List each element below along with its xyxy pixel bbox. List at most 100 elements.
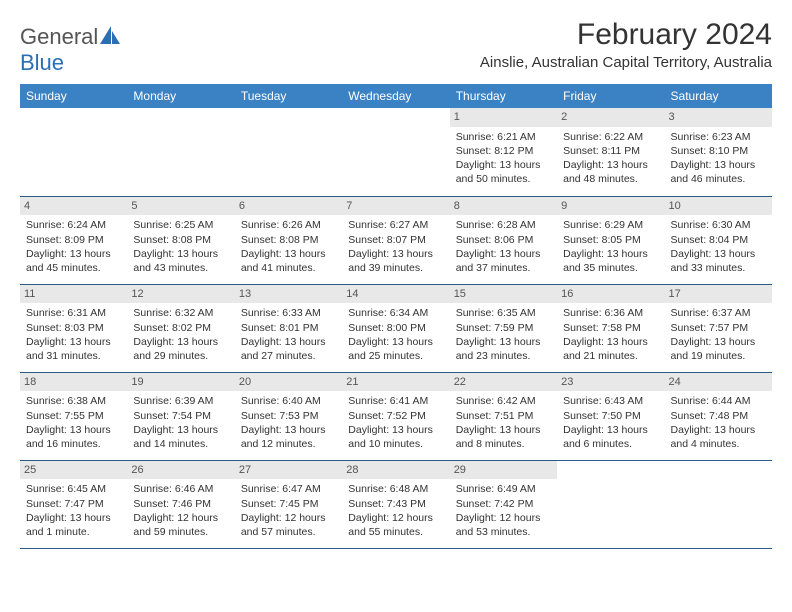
sunset-line: Sunset: 7:52 PM bbox=[348, 409, 443, 423]
calendar-row: 4Sunrise: 6:24 AMSunset: 8:09 PMDaylight… bbox=[20, 196, 772, 284]
calendar-cell: 23Sunrise: 6:43 AMSunset: 7:50 PMDayligh… bbox=[557, 372, 664, 460]
day-number: 4 bbox=[20, 197, 127, 216]
sunset-line: Sunset: 8:05 PM bbox=[563, 233, 658, 247]
day-number: 3 bbox=[665, 108, 772, 127]
sunset-line: Sunset: 7:42 PM bbox=[456, 497, 551, 511]
day-number: 2 bbox=[557, 108, 664, 127]
calendar-cell: 1Sunrise: 6:21 AMSunset: 8:12 PMDaylight… bbox=[450, 108, 557, 196]
calendar-cell: 15Sunrise: 6:35 AMSunset: 7:59 PMDayligh… bbox=[450, 284, 557, 372]
sunset-line: Sunset: 8:03 PM bbox=[26, 321, 121, 335]
day-number: 18 bbox=[20, 373, 127, 392]
calendar-cell bbox=[235, 108, 342, 196]
daylight-line: Daylight: 12 hours and 59 minutes. bbox=[133, 511, 228, 539]
sunrise-line: Sunrise: 6:25 AM bbox=[133, 218, 228, 232]
logo-word1: General bbox=[20, 24, 98, 49]
day-number: 7 bbox=[342, 197, 449, 216]
day-number: 23 bbox=[557, 373, 664, 392]
calendar-cell: 8Sunrise: 6:28 AMSunset: 8:06 PMDaylight… bbox=[450, 196, 557, 284]
sunrise-line: Sunrise: 6:38 AM bbox=[26, 394, 121, 408]
calendar-cell: 21Sunrise: 6:41 AMSunset: 7:52 PMDayligh… bbox=[342, 372, 449, 460]
daylight-line: Daylight: 13 hours and 16 minutes. bbox=[26, 423, 121, 451]
calendar-cell: 3Sunrise: 6:23 AMSunset: 8:10 PMDaylight… bbox=[665, 108, 772, 196]
sunrise-line: Sunrise: 6:48 AM bbox=[348, 482, 443, 496]
sunset-line: Sunset: 8:00 PM bbox=[348, 321, 443, 335]
calendar-cell: 28Sunrise: 6:48 AMSunset: 7:43 PMDayligh… bbox=[342, 460, 449, 548]
sunrise-line: Sunrise: 6:42 AM bbox=[456, 394, 551, 408]
sunset-line: Sunset: 8:01 PM bbox=[241, 321, 336, 335]
sunrise-line: Sunrise: 6:47 AM bbox=[241, 482, 336, 496]
calendar-row: 1Sunrise: 6:21 AMSunset: 8:12 PMDaylight… bbox=[20, 108, 772, 196]
day-header-row: SundayMondayTuesdayWednesdayThursdayFrid… bbox=[20, 84, 772, 108]
calendar-row: 11 Sunrise: 6:31 AMSunset: 8:03 PM Dayligh… bbox=[20, 284, 772, 372]
sunrise-line: Sunrise: 6:46 AM bbox=[133, 482, 228, 496]
sunrise-line: Sunrise: 6:43 AM bbox=[563, 394, 658, 408]
sunset-line: Sunset: 7:47 PM bbox=[26, 497, 121, 511]
sunset-line: Sunset: 7:45 PM bbox=[241, 497, 336, 511]
sunrise-line: Sunrise: 6:21 AM bbox=[456, 130, 551, 144]
day-number: 16 bbox=[557, 285, 664, 304]
sunset-line: Sunset: 7:43 PM bbox=[348, 497, 443, 511]
logo-sail-icon bbox=[100, 24, 120, 50]
daylight-line: Daylight: 13 hours and 8 minutes. bbox=[456, 423, 551, 451]
daylight-line: Daylight: 12 hours and 55 minutes. bbox=[348, 511, 443, 539]
calendar-row: 18Sunrise: 6:38 AMSunset: 7:55 PMDayligh… bbox=[20, 372, 772, 460]
daylight-line: Daylight: 12 hours and 57 minutes. bbox=[241, 511, 336, 539]
day-number: 11 bbox=[20, 285, 127, 304]
daylight-line: Daylight: 13 hours and 14 minutes. bbox=[133, 423, 228, 451]
sunset-line: Sunset: 7:50 PM bbox=[563, 409, 658, 423]
day-number: 19 bbox=[127, 373, 234, 392]
calendar-row: 25 Sunrise: 6:45 AMSunset: 7:47 PM Dayligh… bbox=[20, 460, 772, 548]
day-number: 6 bbox=[235, 197, 342, 216]
sunset-line: Sunset: 7:54 PM bbox=[133, 409, 228, 423]
calendar-cell: 20Sunrise: 6:40 AMSunset: 7:53 PMDayligh… bbox=[235, 372, 342, 460]
daylight-line: Daylight: 13 hours and 19 minutes. bbox=[671, 335, 766, 363]
sunrise-line: Sunrise: 6:33 AM bbox=[241, 306, 336, 320]
sunrise-line: Sunrise: 6:35 AM bbox=[456, 306, 551, 320]
logo: GeneralBlue bbox=[20, 24, 120, 76]
daylight-line: Daylight: 13 hours and 45 minutes. bbox=[26, 247, 121, 275]
daylight-line: Daylight: 13 hours and 10 minutes. bbox=[348, 423, 443, 451]
calendar-cell: 10Sunrise: 6:30 AMSunset: 8:04 PMDayligh… bbox=[665, 196, 772, 284]
header: GeneralBlue February 2024 Ainslie, Austr… bbox=[20, 18, 772, 76]
calendar-cell: 12Sunrise: 6:32 AMSunset: 8:02 PMDayligh… bbox=[127, 284, 234, 372]
calendar-cell: 4Sunrise: 6:24 AMSunset: 8:09 PMDaylight… bbox=[20, 196, 127, 284]
day-number: 27 bbox=[235, 461, 342, 480]
daylight-line: Daylight: 13 hours and 12 minutes. bbox=[241, 423, 336, 451]
sunset-line: Sunset: 7:46 PM bbox=[133, 497, 228, 511]
calendar-cell: 11Sunrise: 6:31 AMSunset: 8:03 PMDayligh… bbox=[20, 284, 127, 372]
sunrise-line: Sunrise: 6:49 AM bbox=[456, 482, 551, 496]
sunset-line: Sunset: 8:11 PM bbox=[563, 144, 658, 158]
daylight-line: Daylight: 13 hours and 50 minutes. bbox=[456, 158, 551, 186]
calendar-cell: 5Sunrise: 6:25 AMSunset: 8:08 PMDaylight… bbox=[127, 196, 234, 284]
calendar-cell: 26Sunrise: 6:46 AMSunset: 7:46 PMDayligh… bbox=[127, 460, 234, 548]
day-number: 1 bbox=[450, 108, 557, 127]
calendar-table: SundayMondayTuesdayWednesdayThursdayFrid… bbox=[20, 84, 772, 549]
sunrise-line: Sunrise: 6:45 AM bbox=[26, 482, 121, 496]
day-number: 12 bbox=[127, 285, 234, 304]
sunset-line: Sunset: 8:04 PM bbox=[671, 233, 766, 247]
sunrise-line: Sunrise: 6:22 AM bbox=[563, 130, 658, 144]
sunrise-line: Sunrise: 6:36 AM bbox=[563, 306, 658, 320]
day-number: 20 bbox=[235, 373, 342, 392]
calendar-cell: 7Sunrise: 6:27 AMSunset: 8:07 PMDaylight… bbox=[342, 196, 449, 284]
day-header: Sunday bbox=[20, 84, 127, 108]
sunset-line: Sunset: 8:08 PM bbox=[241, 233, 336, 247]
day-header: Saturday bbox=[665, 84, 772, 108]
day-number: 24 bbox=[665, 373, 772, 392]
sunset-line: Sunset: 7:59 PM bbox=[456, 321, 551, 335]
daylight-line: Daylight: 13 hours and 48 minutes. bbox=[563, 158, 658, 186]
calendar-cell: 27 Sunrise: 6:47 AMSunset: 7:45 PMDayligh… bbox=[235, 460, 342, 548]
sunrise-line: Sunrise: 6:31 AM bbox=[26, 306, 121, 320]
calendar-cell bbox=[127, 108, 234, 196]
daylight-line: Daylight: 13 hours and 35 minutes. bbox=[563, 247, 658, 275]
day-number: 25 bbox=[20, 461, 127, 480]
logo-word2: Blue bbox=[20, 50, 64, 75]
calendar-cell bbox=[20, 108, 127, 196]
day-header: Tuesday bbox=[235, 84, 342, 108]
sunset-line: Sunset: 7:55 PM bbox=[26, 409, 121, 423]
day-number: 14 bbox=[342, 285, 449, 304]
calendar-cell: 2 Sunrise: 6:22 AMSunset: 8:11 PMDaylight… bbox=[557, 108, 664, 196]
day-number: 22 bbox=[450, 373, 557, 392]
location-text: Ainslie, Australian Capital Territory, A… bbox=[480, 54, 772, 71]
calendar-body: 1Sunrise: 6:21 AMSunset: 8:12 PMDaylight… bbox=[20, 108, 772, 548]
